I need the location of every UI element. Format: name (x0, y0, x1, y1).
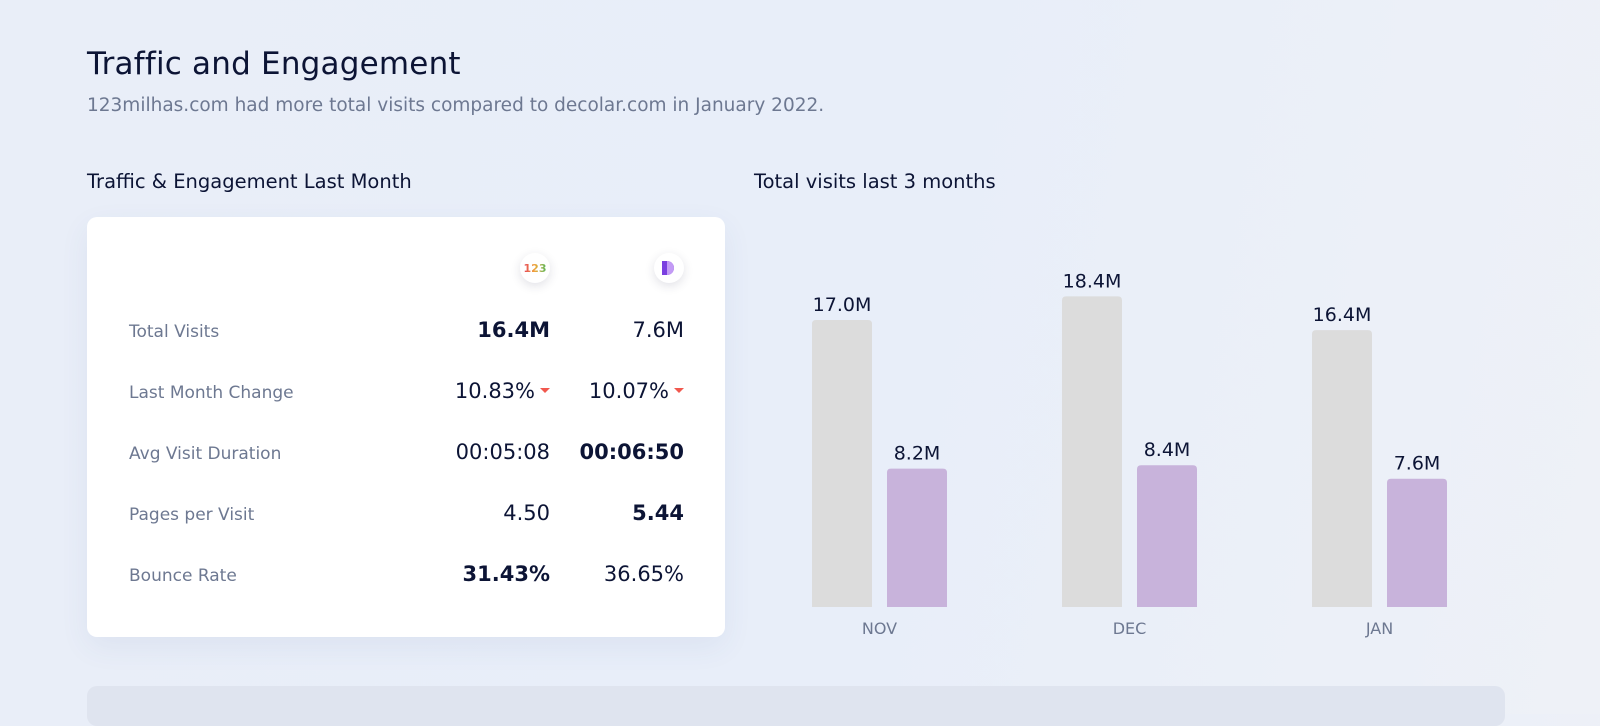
bar-nov-series-2 (887, 468, 947, 607)
bar-dec-series-2 (1137, 465, 1197, 607)
engagement-row-total-visits: Total Visits 16.4M 7.6M (87, 312, 725, 352)
bar-jan-series-1 (1312, 330, 1372, 607)
site2-total-visits: 7.6M (632, 318, 684, 342)
visits-chart-title: Total visits last 3 months (754, 170, 996, 193)
bar-label-nov-series-2: 8.2M (894, 443, 941, 465)
engagement-row-avg-visit-duration: Avg Visit Duration 00:05:08 00:06:50 (87, 434, 725, 474)
site2-bounce-rate: 36.65% (603, 562, 684, 586)
site1-bounce-rate: 31.43% (462, 562, 550, 586)
bar-label-dec-series-2: 8.4M (1144, 439, 1191, 461)
engagement-row-bounce-rate: Bounce Rate 31.43% 36.65% (87, 556, 725, 596)
bar-label-dec-series-1: 18.4M (1063, 270, 1122, 292)
bar-jan-series-2 (1387, 478, 1447, 607)
row-label: Avg Visit Duration (129, 444, 282, 464)
x-tick-nov: NOV (862, 619, 897, 638)
bar-dec-series-1 (1062, 296, 1122, 607)
x-tick-dec: DEC (1113, 619, 1147, 638)
bottom-panel (87, 686, 1505, 726)
page-subtitle: 123milhas.com had more total visits comp… (87, 95, 825, 116)
row-label: Last Month Change (129, 383, 294, 403)
123milhas-logo-text: 123 (523, 261, 547, 275)
row-label: Bounce Rate (129, 566, 237, 586)
engagement-card: 123 Total Visits 16.4M 7.6M Last Month C… (87, 217, 725, 637)
site1-last-month-change: 10.83% (455, 379, 550, 403)
site1-avg-visit-duration: 00:05:08 (455, 440, 550, 464)
bar-label-jan-series-1: 16.4M (1313, 304, 1372, 326)
decolar-logo-mark (662, 261, 674, 275)
engagement-row-pages-per-visit: Pages per Visit 4.50 5.44 (87, 495, 725, 535)
decolar-logo-icon (654, 253, 684, 283)
engagement-section-title: Traffic & Engagement Last Month (87, 170, 412, 193)
engagement-row-last-month-change: Last Month Change 10.83% 10.07% (87, 373, 725, 413)
site2-pages-per-visit: 5.44 (632, 501, 684, 525)
page-title: Traffic and Engagement (87, 46, 461, 82)
bar-nov-series-1 (812, 320, 872, 607)
x-tick-jan: JAN (1365, 619, 1393, 638)
bar-label-jan-series-2: 7.6M (1394, 453, 1441, 475)
trend-down-icon (674, 388, 684, 393)
site2-avg-visit-duration: 00:06:50 (579, 440, 684, 464)
row-label: Pages per Visit (129, 505, 255, 525)
site2-last-month-change: 10.07% (589, 379, 684, 403)
site1-total-visits: 16.4M (477, 318, 550, 342)
trend-down-icon (540, 388, 550, 393)
site1-pages-per-visit: 4.50 (503, 501, 550, 525)
bar-label-nov-series-1: 17.0M (813, 294, 872, 316)
123milhas-logo-icon: 123 (520, 253, 550, 283)
row-label: Total Visits (129, 322, 220, 342)
